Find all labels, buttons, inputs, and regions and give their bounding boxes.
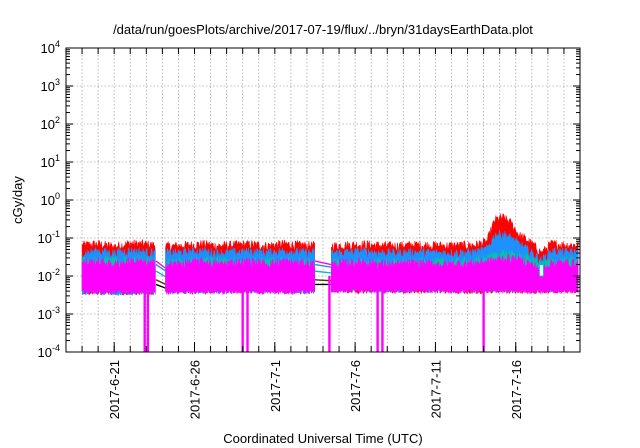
gap-connector-line — [155, 283, 166, 289]
y-tick-label: 104 — [41, 39, 60, 56]
y-tick-exponent: 2 — [55, 115, 60, 125]
gap-connector-line — [155, 279, 166, 286]
series-band — [81, 256, 156, 296]
y-tick-label: 10-3 — [38, 305, 60, 322]
y-tick-label: 102 — [41, 115, 60, 132]
x-tick-label: 2017-7-6 — [348, 360, 363, 412]
gap-connector-line — [155, 270, 166, 278]
y-tick-exponent: 0 — [55, 191, 60, 201]
y-tick-exponent: -2 — [52, 267, 60, 277]
y-tick-label: 100 — [41, 191, 60, 208]
x-tick-label: 2017-6-26 — [188, 360, 203, 419]
chart-title: /data/run/goesPlots/archive/2017-07-19/f… — [113, 22, 533, 37]
y-tick-exponent: -1 — [52, 229, 60, 239]
plot-area — [81, 213, 579, 352]
y-tick-exponent: -4 — [52, 343, 60, 353]
axis-ticks — [65, 47, 581, 353]
x-tick-label: 2017-7-16 — [509, 360, 524, 419]
x-tick-label: 2017-7-11 — [428, 360, 443, 418]
y-tick-exponent: -3 — [52, 305, 60, 315]
y-tick-label: 101 — [41, 153, 60, 170]
series-band — [165, 256, 315, 296]
y-tick-exponent: 3 — [55, 77, 60, 87]
y-tick-exponent: 4 — [55, 39, 60, 49]
y-tick-label: 103 — [41, 77, 60, 94]
series-band — [331, 252, 579, 295]
x-tick-label: 2017-7-1 — [268, 360, 283, 412]
data-marker — [539, 264, 544, 277]
x-tick-label: 2017-6-21 — [107, 360, 122, 419]
x-axis: 2017-6-21 2017-6-26 2017-7-1 2017-7-6 2017-7… — [107, 360, 524, 419]
gap-connector-line — [155, 263, 166, 272]
x-axis-label: Coordinated Universal Time (UTC) — [223, 431, 422, 446]
gap-connector-line — [155, 260, 167, 269]
y-tick-exponent: 1 — [55, 153, 60, 163]
gap-connector-line — [314, 263, 332, 268]
y-tick-label: 10-2 — [38, 267, 60, 284]
grid — [66, 48, 580, 352]
gap-connector-line — [314, 260, 332, 266]
y-tick-label: 10-1 — [38, 229, 60, 246]
y-axis-label: cGy/day — [10, 176, 25, 224]
gap-connector-line — [314, 270, 332, 274]
y-tick-label: 10-4 — [38, 343, 60, 360]
